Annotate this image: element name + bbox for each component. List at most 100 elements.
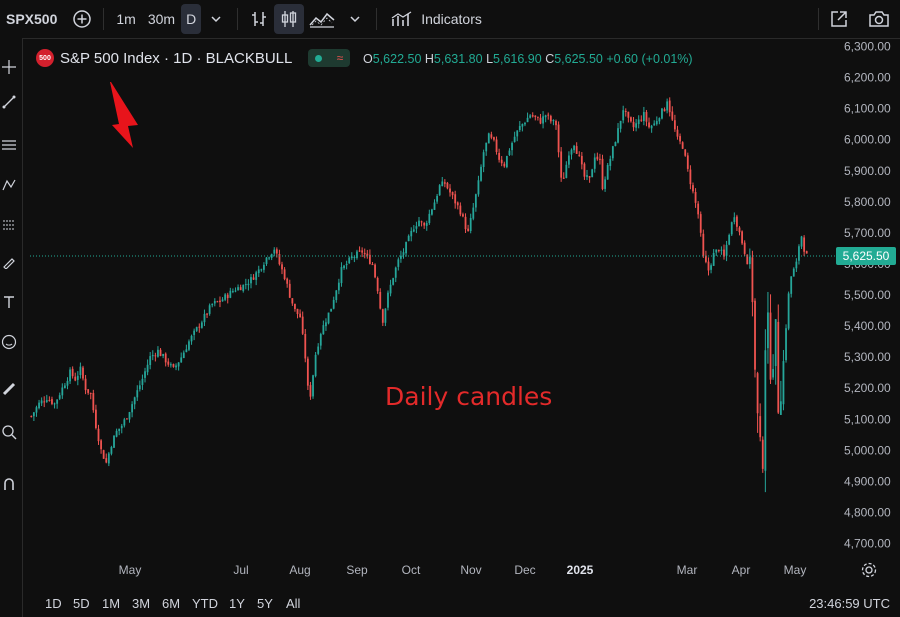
range-all-button[interactable]: All <box>286 596 301 611</box>
candle-up <box>193 330 196 335</box>
interval-d-button[interactable]: D <box>181 4 202 34</box>
magnet-icon[interactable] <box>0 475 18 493</box>
time-axis[interactable]: May Jul Aug Sep Oct Nov Dec 2025 Mar Apr May <box>119 563 807 577</box>
candle-up <box>798 246 800 261</box>
range-6m-button[interactable]: 6M <box>162 596 181 611</box>
candle-down <box>379 292 382 309</box>
candle-up <box>570 149 573 155</box>
fullscreen-icon[interactable] <box>824 4 854 34</box>
ruler-icon[interactable] <box>0 380 18 398</box>
candle-down <box>575 146 578 154</box>
price-axis[interactable]: 4,700.00 4,800.00 4,900.00 5,000.00 5,100.00… <box>844 40 891 551</box>
candle-down <box>363 252 366 255</box>
symbol-search-button[interactable]: SPX500 <box>6 11 58 27</box>
trend-line-icon[interactable] <box>0 93 18 111</box>
toolbar-divider <box>376 8 378 30</box>
range-ytd-button[interactable]: YTD <box>192 596 218 611</box>
text-tool-icon[interactable] <box>0 293 18 311</box>
candle-down <box>756 373 759 414</box>
candle-up <box>120 425 123 429</box>
candle-up <box>255 272 258 280</box>
range-5y-button[interactable]: 5Y <box>257 596 273 611</box>
candle-down <box>371 264 374 266</box>
candle-up <box>213 301 216 304</box>
candle-down <box>71 368 74 377</box>
candles-chart-type-icon[interactable] <box>274 4 305 34</box>
y-tick-label: 6,200.00 <box>844 71 891 85</box>
candle-down <box>640 119 643 121</box>
bar-chart-type-icon[interactable] <box>244 4 274 34</box>
crosshair-icon[interactable] <box>0 58 18 76</box>
y-tick-label: 4,700.00 <box>844 537 891 551</box>
x-tick-label: Jul <box>233 563 248 577</box>
candle-up <box>425 223 428 226</box>
candle-down <box>531 115 534 117</box>
interval-dropdown-chevron-icon[interactable] <box>201 4 231 34</box>
utc-clock[interactable]: 23:46:59 UTC <box>809 596 890 611</box>
candle-up <box>356 251 358 258</box>
y-tick-label: 5,300.00 <box>844 350 891 364</box>
compare-add-symbol-icon[interactable] <box>67 4 97 34</box>
x-tick-label: May <box>784 563 807 577</box>
candle-up <box>767 312 769 349</box>
pattern-icon[interactable] <box>0 176 18 194</box>
candle-down <box>459 205 462 215</box>
chart-type-dropdown-chevron-icon[interactable] <box>340 4 370 34</box>
candle-down <box>539 117 542 124</box>
candle-up <box>614 142 617 147</box>
candle-down <box>154 355 157 357</box>
candle-up <box>136 390 139 398</box>
area-chart-type-icon[interactable] <box>304 4 340 34</box>
candle-down <box>493 137 495 140</box>
candle-up <box>350 256 353 259</box>
candle-up <box>392 278 395 285</box>
candle-down <box>358 250 361 252</box>
range-1d-button[interactable]: 1D <box>45 596 62 611</box>
range-1m-button[interactable]: 1M <box>102 596 121 611</box>
candle-up <box>353 256 356 258</box>
candle-up <box>606 164 609 180</box>
y-tick-label: 5,100.00 <box>844 412 891 426</box>
range-1y-button[interactable]: 1Y <box>229 596 245 611</box>
interval-1m-button[interactable]: 1m <box>116 11 136 27</box>
range-3m-button[interactable]: 3M <box>132 596 151 611</box>
interval-30m-button[interactable]: 30m <box>147 11 176 27</box>
candle-up <box>234 290 237 292</box>
candle-up <box>149 356 152 366</box>
candle-up <box>221 299 224 302</box>
forecasting-icon[interactable] <box>0 216 18 234</box>
toolbar-divider <box>818 8 819 30</box>
candle-up <box>322 325 325 335</box>
emoji-icon[interactable] <box>0 333 18 351</box>
range-5d-button[interactable]: 5D <box>73 596 90 611</box>
candle-up <box>115 430 118 437</box>
camera-icon[interactable] <box>864 4 894 34</box>
bottom-toolbar: 1D 5D 1M 3M 6M YTD 1Y 5Y All 23:46:59 UT… <box>0 590 900 617</box>
candle-up <box>61 387 64 396</box>
candle-down <box>288 283 291 298</box>
candle-up <box>123 419 126 426</box>
brush-icon[interactable] <box>0 253 18 271</box>
indicators-button[interactable]: Indicators <box>383 4 490 34</box>
candle-down <box>219 300 221 303</box>
candle-up <box>188 341 190 350</box>
legend-title[interactable]: S&P 500 Index · 1D · BLACKBULL <box>60 49 293 67</box>
zoom-icon[interactable] <box>0 423 18 441</box>
candle-up <box>66 380 69 386</box>
toolbar-divider <box>103 8 105 30</box>
candle-up <box>477 180 480 195</box>
candle-up <box>319 334 322 346</box>
x-tick-label: Sep <box>346 563 368 577</box>
candle-down <box>172 364 175 367</box>
legend-status-pill[interactable]: ≈ <box>308 49 351 67</box>
chart-settings-gear-icon[interactable] <box>860 561 878 584</box>
candle-up <box>327 312 330 324</box>
candle-up <box>141 378 144 385</box>
fib-retracement-icon[interactable] <box>0 136 18 154</box>
candle-up <box>211 303 214 306</box>
candle-down <box>679 136 681 142</box>
candle-up <box>340 267 343 284</box>
candle-down <box>805 251 808 254</box>
candle-up <box>782 361 785 405</box>
